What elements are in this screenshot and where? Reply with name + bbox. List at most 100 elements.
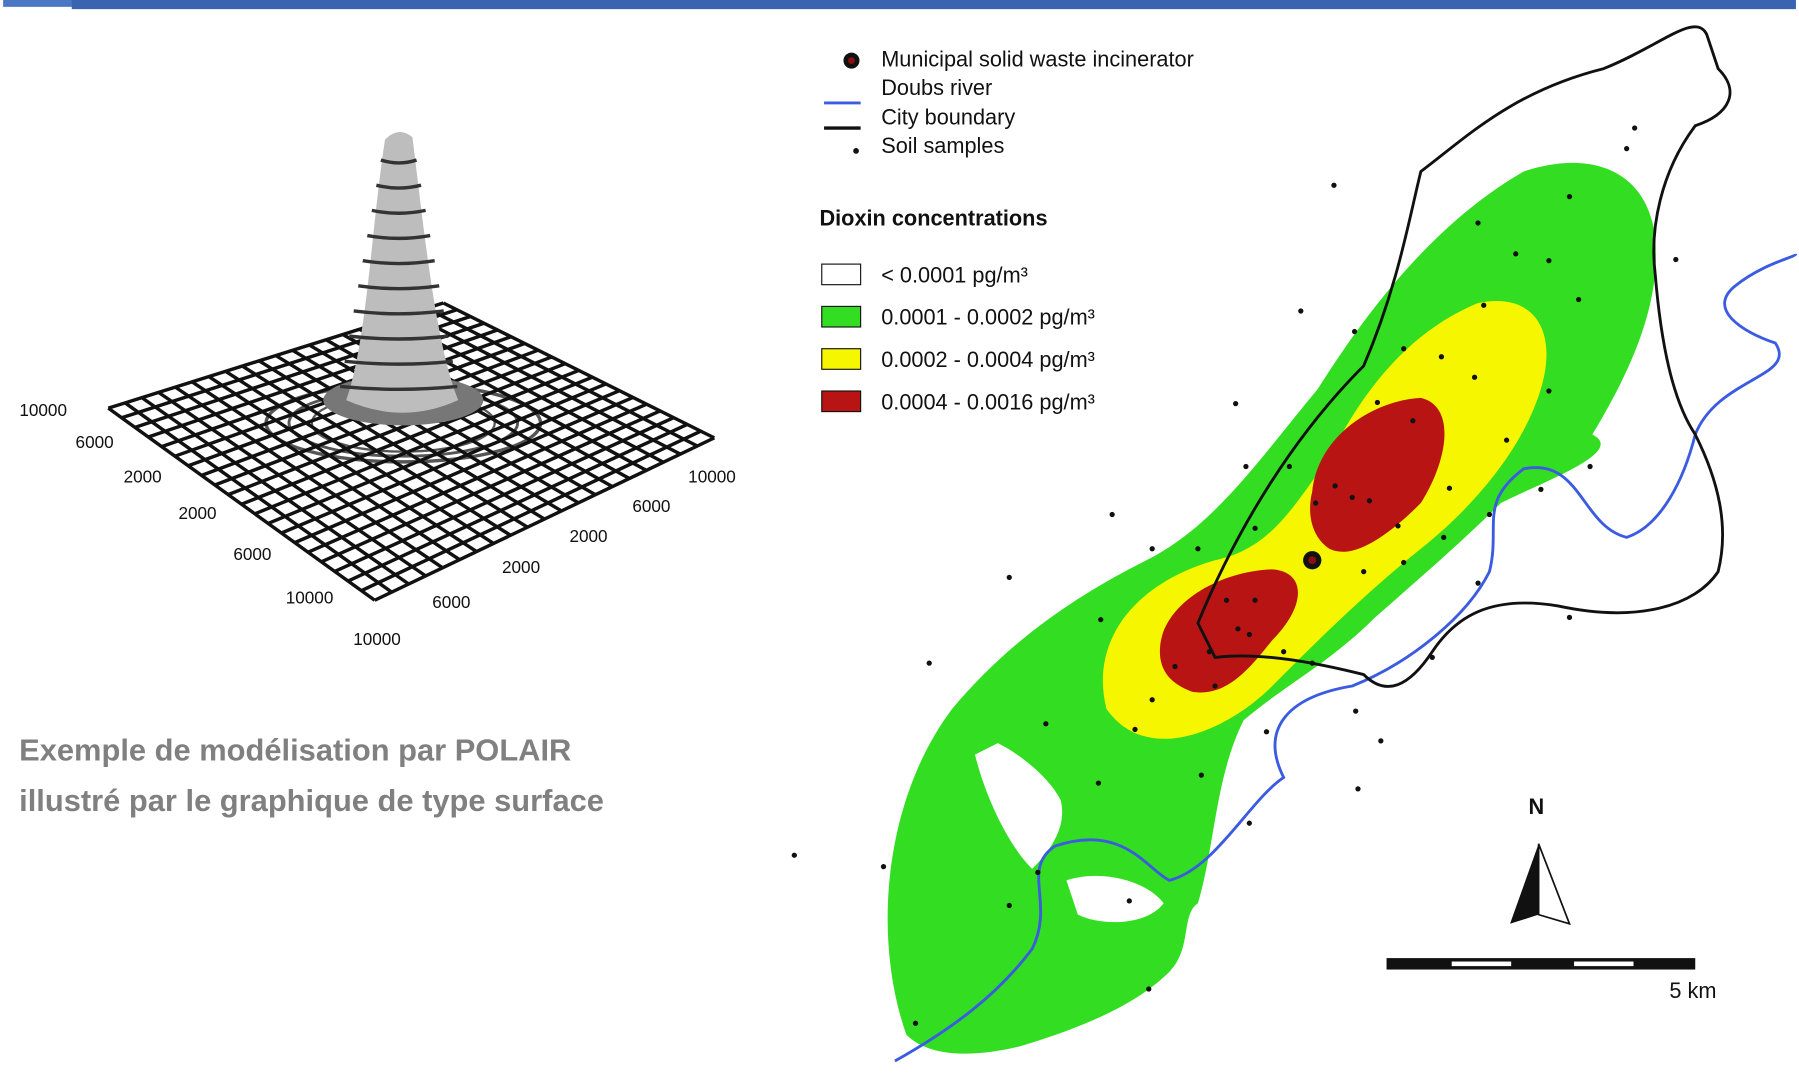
surface-grid bbox=[347, 422, 688, 583]
incinerator-core bbox=[1308, 556, 1317, 565]
soil-sample bbox=[1212, 683, 1218, 689]
soil-sample bbox=[1223, 597, 1230, 603]
soil-sample bbox=[1575, 296, 1582, 303]
axis-tick-label: 10000 bbox=[353, 629, 401, 649]
scale-label: 5 km bbox=[1669, 978, 1716, 1003]
legend-swatch bbox=[821, 348, 862, 370]
axis-tick-label: 10000 bbox=[286, 588, 334, 608]
surface-plot: 10000 6000 2000 2000 6000 10000 10000 6000 2000 2… bbox=[19, 132, 736, 649]
zone-gap bbox=[1066, 875, 1164, 923]
surface-grid bbox=[280, 389, 621, 535]
soil-sample bbox=[1146, 986, 1152, 992]
soil-sample bbox=[1235, 626, 1241, 632]
soil-sample bbox=[1233, 400, 1239, 407]
surface-grid bbox=[307, 402, 648, 554]
soil-sample bbox=[1546, 388, 1552, 394]
river bbox=[894, 252, 1798, 1063]
legend-label: City boundary bbox=[881, 105, 1015, 130]
soil-sample bbox=[1378, 738, 1384, 744]
surface-grid bbox=[274, 354, 546, 521]
soil-sample bbox=[926, 660, 932, 666]
soil-sample bbox=[1035, 869, 1041, 875]
soil-sample bbox=[1132, 726, 1138, 733]
soil-sample bbox=[1353, 708, 1359, 714]
legend-label: Soil samples bbox=[881, 133, 1004, 158]
soil-sample bbox=[1126, 898, 1132, 904]
surface-band bbox=[375, 183, 422, 190]
soil-sample bbox=[1149, 546, 1155, 552]
soil-sample bbox=[1481, 302, 1487, 308]
soil-sample bbox=[1149, 697, 1155, 703]
surface-grid bbox=[294, 395, 634, 545]
legend-label: 0.0002 - 0.0004 pg/m³ bbox=[881, 347, 1095, 372]
legend-label: 0.0001 - 0.0002 pg/m³ bbox=[881, 305, 1095, 330]
soil-sample bbox=[1243, 463, 1249, 470]
axis-tick-label: 6000 bbox=[632, 496, 670, 516]
soil-sample bbox=[1475, 220, 1481, 226]
surface-band bbox=[380, 158, 418, 165]
soil-sample bbox=[1172, 663, 1178, 670]
soil-sample bbox=[1198, 772, 1204, 778]
surface-band bbox=[362, 258, 435, 266]
surface-band bbox=[371, 208, 426, 215]
scale-bar bbox=[1386, 958, 1696, 970]
soil-sample bbox=[1441, 534, 1447, 540]
soil-sample bbox=[1286, 463, 1293, 470]
legend-label: Municipal solid waste incinerator bbox=[881, 46, 1194, 71]
soil-sample bbox=[1410, 418, 1416, 424]
soil-sample bbox=[1349, 494, 1355, 500]
surface-band bbox=[358, 284, 440, 291]
soil-sample bbox=[1332, 483, 1338, 489]
soil-sample bbox=[1109, 511, 1115, 518]
soil-sample bbox=[1351, 328, 1358, 335]
axis-tick-label: 10000 bbox=[19, 400, 67, 420]
surface-grid bbox=[425, 306, 699, 448]
legend-swatch bbox=[821, 390, 862, 413]
surface-band bbox=[349, 334, 449, 341]
soil-sample bbox=[1587, 463, 1593, 470]
caption-line: Exemple de modélisation par POLAIR bbox=[19, 732, 571, 767]
axis-tick-label: 2000 bbox=[178, 503, 216, 523]
soil-sample bbox=[1309, 660, 1315, 666]
soil-sample bbox=[1471, 374, 1478, 380]
axis-tick-label: 10000 bbox=[688, 466, 736, 486]
zone-red bbox=[1159, 569, 1298, 693]
soil-sample bbox=[791, 852, 797, 858]
soil-sample bbox=[1361, 569, 1367, 575]
north-arrow bbox=[1510, 843, 1539, 924]
soil-sample bbox=[1438, 354, 1445, 360]
surface-grid bbox=[442, 301, 716, 440]
soil-sample bbox=[1252, 597, 1258, 603]
axis-tick-label: 2000 bbox=[502, 557, 540, 577]
soil-sample bbox=[1263, 729, 1270, 735]
soil-sample bbox=[1281, 649, 1287, 655]
legend-label: < 0.0001 pg/m³ bbox=[881, 262, 1028, 287]
soil-sample bbox=[1503, 437, 1510, 443]
surface-grid bbox=[291, 348, 563, 513]
soil-sample bbox=[1401, 346, 1407, 352]
soil-sample bbox=[1446, 485, 1453, 491]
surface-band bbox=[339, 384, 458, 391]
axis-tick-label: 6000 bbox=[76, 432, 114, 452]
city-boundary bbox=[1196, 25, 1732, 688]
soil-sample bbox=[1546, 258, 1552, 264]
axis-tick-label: 2000 bbox=[124, 466, 162, 486]
surface-band bbox=[367, 233, 431, 241]
soil-sample bbox=[1366, 498, 1373, 504]
soil-sample bbox=[912, 1020, 919, 1026]
axis-tick-label: 2000 bbox=[569, 526, 607, 546]
north-arrow bbox=[1537, 843, 1571, 926]
soil-sample bbox=[1355, 786, 1361, 792]
surface-grid bbox=[267, 382, 607, 525]
soil-sample bbox=[1313, 500, 1319, 506]
soil-sample bbox=[1098, 617, 1104, 623]
soil-sample bbox=[1006, 902, 1012, 909]
soil-sample bbox=[880, 864, 887, 870]
surface-peak bbox=[346, 132, 459, 413]
surface-grid bbox=[308, 343, 580, 505]
surface-band bbox=[344, 359, 453, 366]
legend-title: Dioxin concentrations bbox=[819, 205, 1047, 230]
surface-grid bbox=[254, 375, 593, 516]
soil-sample bbox=[1566, 614, 1573, 621]
